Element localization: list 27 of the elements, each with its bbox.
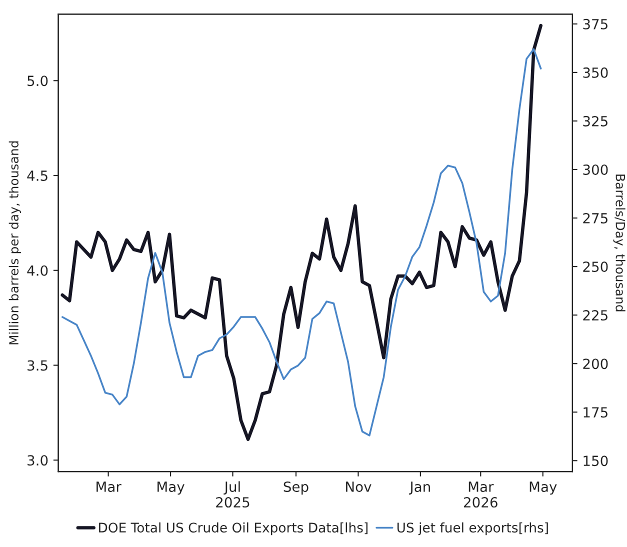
x-tick-label: Sep <box>284 481 308 495</box>
y2-axis-title: Barrels/Day, thousand <box>613 174 626 312</box>
y2-tick-label: 200 <box>583 358 608 370</box>
y2-tick-label: 150 <box>584 456 608 466</box>
y2-tick-label: 375 <box>583 18 608 30</box>
y2-tick-label: 300 <box>583 164 608 175</box>
y-tick-label: 5.0 <box>28 76 48 86</box>
y2-tick-label: 325 <box>583 116 608 126</box>
x-tick-label: Jan <box>409 482 430 495</box>
x-tick-label: Mar 2026 <box>464 482 498 508</box>
y-tick-label: 3.5 <box>28 360 48 371</box>
y-axis-title: Million barrels per day, thousand <box>8 141 21 344</box>
y2-tick-label: 250 <box>583 262 608 272</box>
x-tick-label: Jul 2025 <box>216 481 250 508</box>
y-tick-label: 4.0 <box>27 265 48 276</box>
y2-tick-label: 175 <box>584 407 608 418</box>
legend-label: DOE Total US Crude Oil Exports Data[lhs] <box>99 522 368 536</box>
y2-tick-label: 225 <box>583 310 608 321</box>
y2-tick-label: 350 <box>583 67 608 78</box>
y-tick-label: 4.5 <box>27 170 48 181</box>
y2-tick-label: 275 <box>583 212 608 224</box>
y-tick-label: 3.0 <box>28 455 48 466</box>
legend-label: US jet fuel exports[rhs] <box>397 522 548 536</box>
x-tick-label: Mar <box>96 482 122 492</box>
x-tick-label: May <box>158 482 184 495</box>
x-tick-label: Nov <box>346 482 372 492</box>
x-tick-label: May <box>530 482 557 495</box>
